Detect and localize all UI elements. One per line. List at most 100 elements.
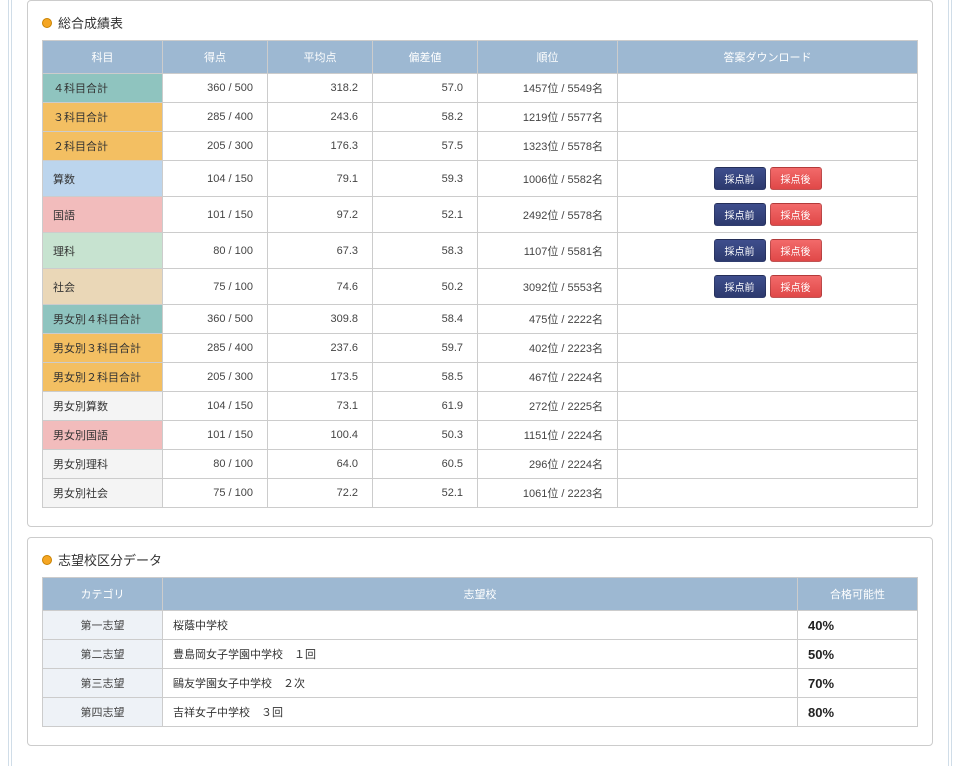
download-cell bbox=[618, 450, 918, 479]
category-cell: 第三志望 bbox=[43, 669, 163, 698]
subject-cell: 社会 bbox=[43, 269, 163, 305]
table-row: 社会75 / 10074.650.23092位 / 5553名採点前採点後 bbox=[43, 269, 918, 305]
avg-cell: 100.4 bbox=[268, 421, 373, 450]
rank-cell: 1006位 / 5582名 bbox=[478, 161, 618, 197]
dev-cell: 58.3 bbox=[373, 233, 478, 269]
subject-cell: 理科 bbox=[43, 233, 163, 269]
bullet-icon bbox=[42, 18, 52, 28]
avg-cell: 74.6 bbox=[268, 269, 373, 305]
score-cell: 80 / 100 bbox=[163, 450, 268, 479]
dev-cell: 59.3 bbox=[373, 161, 478, 197]
score-summary-heading: 総合成績表 bbox=[42, 13, 918, 32]
after-scoring-button[interactable]: 採点後 bbox=[770, 239, 822, 262]
rank-cell: 272位 / 2225名 bbox=[478, 392, 618, 421]
avg-cell: 173.5 bbox=[268, 363, 373, 392]
table-row: 第三志望鷗友学園女子中学校 ２次70% bbox=[43, 669, 918, 698]
rank-cell: 1107位 / 5581名 bbox=[478, 233, 618, 269]
dev-cell: 52.1 bbox=[373, 197, 478, 233]
subject-cell: 男女別社会 bbox=[43, 479, 163, 508]
table-row: 国語101 / 15097.252.12492位 / 5578名採点前採点後 bbox=[43, 197, 918, 233]
download-cell bbox=[618, 74, 918, 103]
avg-cell: 309.8 bbox=[268, 305, 373, 334]
score-summary-box: 総合成績表 科目 得点 平均点 偏差値 順位 答案ダウンロード ４科目合計360… bbox=[27, 0, 933, 527]
dev-cell: 60.5 bbox=[373, 450, 478, 479]
score-cell: 101 / 150 bbox=[163, 197, 268, 233]
rank-cell: 402位 / 2223名 bbox=[478, 334, 618, 363]
pref-box: 志望校区分データ カテゴリ 志望校 合格可能性 第一志望桜蔭中学校40%第二志望… bbox=[27, 537, 933, 746]
avg-cell: 64.0 bbox=[268, 450, 373, 479]
table-row: 男女別算数104 / 15073.161.9272位 / 2225名 bbox=[43, 392, 918, 421]
after-scoring-button[interactable]: 採点後 bbox=[770, 167, 822, 190]
dev-cell: 52.1 bbox=[373, 479, 478, 508]
dev-cell: 58.5 bbox=[373, 363, 478, 392]
score-cell: 104 / 150 bbox=[163, 161, 268, 197]
score-cell: 360 / 500 bbox=[163, 74, 268, 103]
school-cell: 吉祥女子中学校 ３回 bbox=[163, 698, 798, 727]
avg-cell: 97.2 bbox=[268, 197, 373, 233]
subject-cell: 男女別理科 bbox=[43, 450, 163, 479]
table-row: ２科目合計205 / 300176.357.51323位 / 5578名 bbox=[43, 132, 918, 161]
subject-cell: 男女別国語 bbox=[43, 421, 163, 450]
after-scoring-button[interactable]: 採点後 bbox=[770, 203, 822, 226]
table-row: 男女別２科目合計205 / 300173.558.5467位 / 2224名 bbox=[43, 363, 918, 392]
download-cell bbox=[618, 334, 918, 363]
table-row: ４科目合計360 / 500318.257.01457位 / 5549名 bbox=[43, 74, 918, 103]
download-cell bbox=[618, 132, 918, 161]
col-score: 得点 bbox=[163, 41, 268, 74]
rank-cell: 467位 / 2224名 bbox=[478, 363, 618, 392]
score-cell: 360 / 500 bbox=[163, 305, 268, 334]
avg-cell: 243.6 bbox=[268, 103, 373, 132]
before-scoring-button[interactable]: 採点前 bbox=[714, 275, 766, 298]
dev-cell: 57.5 bbox=[373, 132, 478, 161]
before-scoring-button[interactable]: 採点前 bbox=[714, 167, 766, 190]
subject-cell: 男女別算数 bbox=[43, 392, 163, 421]
download-cell bbox=[618, 392, 918, 421]
rank-cell: 3092位 / 5553名 bbox=[478, 269, 618, 305]
download-cell: 採点前採点後 bbox=[618, 197, 918, 233]
dev-cell: 50.3 bbox=[373, 421, 478, 450]
score-cell: 75 / 100 bbox=[163, 269, 268, 305]
avg-cell: 176.3 bbox=[268, 132, 373, 161]
table-row: 男女別社会75 / 10072.252.11061位 / 2223名 bbox=[43, 479, 918, 508]
before-scoring-button[interactable]: 採点前 bbox=[714, 203, 766, 226]
score-title: 総合成績表 bbox=[58, 13, 123, 32]
dev-cell: 61.9 bbox=[373, 392, 478, 421]
pref-header-row: カテゴリ 志望校 合格可能性 bbox=[43, 578, 918, 611]
avg-cell: 72.2 bbox=[268, 479, 373, 508]
table-row: 男女別３科目合計285 / 400237.659.7402位 / 2223名 bbox=[43, 334, 918, 363]
rank-cell: 1151位 / 2224名 bbox=[478, 421, 618, 450]
download-cell bbox=[618, 305, 918, 334]
col-category: カテゴリ bbox=[43, 578, 163, 611]
subject-cell: ２科目合計 bbox=[43, 132, 163, 161]
download-cell: 採点前採点後 bbox=[618, 161, 918, 197]
table-row: 男女別国語101 / 150100.450.31151位 / 2224名 bbox=[43, 421, 918, 450]
subject-cell: ４科目合計 bbox=[43, 74, 163, 103]
rank-cell: 1061位 / 2223名 bbox=[478, 479, 618, 508]
table-row: 第一志望桜蔭中学校40% bbox=[43, 611, 918, 640]
school-cell: 豊島岡女子学園中学校 １回 bbox=[163, 640, 798, 669]
score-cell: 101 / 150 bbox=[163, 421, 268, 450]
col-probability: 合格可能性 bbox=[798, 578, 918, 611]
download-cell bbox=[618, 363, 918, 392]
pref-heading: 志望校区分データ bbox=[42, 550, 918, 569]
probability-cell: 50% bbox=[798, 640, 918, 669]
table-row: 第二志望豊島岡女子学園中学校 １回50% bbox=[43, 640, 918, 669]
score-cell: 104 / 150 bbox=[163, 392, 268, 421]
before-scoring-button[interactable]: 採点前 bbox=[714, 239, 766, 262]
table-row: 算数104 / 15079.159.31006位 / 5582名採点前採点後 bbox=[43, 161, 918, 197]
score-cell: 285 / 400 bbox=[163, 103, 268, 132]
rank-cell: 475位 / 2222名 bbox=[478, 305, 618, 334]
probability-cell: 70% bbox=[798, 669, 918, 698]
table-row: ３科目合計285 / 400243.658.21219位 / 5577名 bbox=[43, 103, 918, 132]
rank-cell: 296位 / 2224名 bbox=[478, 450, 618, 479]
download-cell: 採点前採点後 bbox=[618, 269, 918, 305]
school-cell: 鷗友学園女子中学校 ２次 bbox=[163, 669, 798, 698]
after-scoring-button[interactable]: 採点後 bbox=[770, 275, 822, 298]
avg-cell: 237.6 bbox=[268, 334, 373, 363]
dev-cell: 57.0 bbox=[373, 74, 478, 103]
table-row: 男女別理科80 / 10064.060.5296位 / 2224名 bbox=[43, 450, 918, 479]
probability-cell: 40% bbox=[798, 611, 918, 640]
table-row: 第四志望吉祥女子中学校 ３回80% bbox=[43, 698, 918, 727]
avg-cell: 73.1 bbox=[268, 392, 373, 421]
rank-cell: 1323位 / 5578名 bbox=[478, 132, 618, 161]
